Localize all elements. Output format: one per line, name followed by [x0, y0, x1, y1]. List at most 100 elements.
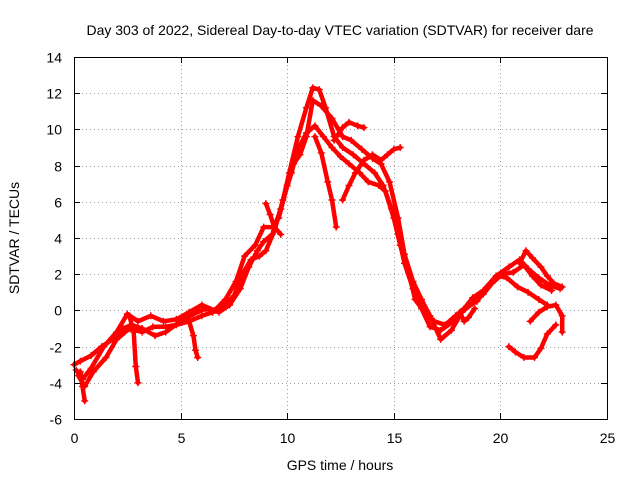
data-point-marker [369, 151, 376, 159]
series-fragment-10 [516, 247, 566, 291]
data-point-marker [430, 317, 438, 325]
data-point-marker [337, 153, 344, 161]
data-point-marker [550, 279, 558, 287]
series-fragment-2 [311, 133, 340, 231]
data-point-marker [381, 187, 389, 195]
data-point-marker [130, 328, 138, 336]
series-fragment-5 [125, 312, 142, 387]
series-line [73, 98, 554, 382]
data-point-marker [256, 252, 263, 260]
series-fragment-8 [505, 321, 560, 361]
data-point-marker [535, 296, 543, 303]
y-tick-label: -6 [50, 412, 63, 428]
y-tick-label: 10 [46, 122, 62, 138]
data-point-marker [558, 328, 566, 336]
data-point-marker [543, 330, 551, 338]
data-point-marker [543, 272, 551, 280]
series-line [76, 123, 550, 389]
y-tick-label: 8 [54, 159, 62, 175]
data-point-marker [494, 272, 502, 280]
data-point-marker [447, 326, 455, 334]
data-point-marker [524, 288, 532, 296]
data-point-marker [386, 178, 393, 186]
data-point-marker [194, 354, 202, 361]
y-tick-label: -2 [50, 340, 63, 356]
data-point-marker [339, 196, 347, 204]
data-point-marker [302, 129, 310, 137]
data-point-marker [464, 314, 472, 322]
data-point-marker [332, 223, 340, 231]
data-point-marker [279, 196, 287, 204]
y-tick-label: 0 [54, 303, 62, 319]
data-point-marker [241, 252, 249, 260]
data-point-marker [371, 169, 379, 177]
data-point-marker [345, 182, 353, 189]
x-tick-label: 25 [600, 430, 616, 446]
data-point-marker [198, 301, 206, 309]
data-point-marker [151, 332, 159, 340]
data-point-marker [288, 169, 295, 177]
grid-lines [74, 57, 607, 419]
data-point-marker [349, 151, 357, 159]
data-point-marker [558, 312, 566, 320]
data-point-marker [390, 145, 398, 153]
data-point-marker [437, 335, 445, 343]
data-point-marker [516, 259, 524, 267]
y-tick-label: 4 [54, 231, 62, 247]
data-point-marker [452, 312, 460, 320]
series-line [127, 313, 141, 386]
y-axis-label: SDTVAR / TECUs [6, 182, 22, 294]
data-point-marker [537, 263, 545, 271]
data-point-marker [456, 308, 464, 316]
data-point-marker [535, 308, 543, 316]
data-point-marker [198, 312, 206, 320]
data-point-marker [390, 214, 398, 222]
data-point-marker [339, 133, 347, 141]
data-point-marker [360, 156, 368, 164]
data-point-marker [511, 348, 519, 356]
data-point-marker [360, 124, 368, 132]
data-point-marker [354, 122, 362, 130]
data-point-marker [441, 321, 449, 329]
data-point-marker [315, 86, 323, 94]
data-point-marker [185, 317, 193, 325]
data-point-marker [460, 317, 468, 325]
data-point-marker [537, 281, 545, 289]
data-point-marker [134, 379, 142, 387]
data-point-marker [317, 149, 325, 157]
series-fragment-1 [262, 200, 285, 238]
data-point-marker [100, 343, 108, 351]
data-point-marker [505, 263, 513, 271]
data-point-marker [345, 160, 353, 168]
data-point-marker [328, 115, 336, 122]
data-point-marker [520, 354, 528, 361]
data-point-marker [520, 261, 528, 269]
data-point-marker [260, 238, 268, 246]
data-point-marker [113, 335, 121, 343]
data-point-marker [134, 317, 142, 325]
data-point-marker [383, 151, 391, 159]
data-point-marker [149, 323, 157, 331]
data-point-marker [558, 283, 566, 291]
x-axis-label: GPS time / hours [287, 457, 394, 473]
data-point-marker [319, 133, 327, 141]
data-point-marker [311, 122, 319, 130]
series-fragment-3 [339, 144, 404, 204]
y-tick-label: 6 [54, 195, 62, 211]
data-point-marker [302, 104, 310, 112]
data-point-marker [309, 84, 317, 92]
series-line [457, 306, 478, 324]
data-point-marker [339, 124, 347, 132]
data-point-marker [377, 156, 385, 164]
data-point-marker [219, 303, 227, 311]
data-point-marker [317, 102, 325, 110]
data-point-marker [347, 136, 355, 144]
data-point-marker [328, 144, 336, 151]
data-point-marker [162, 323, 170, 331]
data-point-marker [189, 332, 197, 340]
data-point-marker [364, 178, 372, 186]
data-point-marker [509, 268, 517, 276]
data-point-marker [528, 272, 536, 280]
data-point-marker [426, 323, 434, 331]
chart-title: Day 303 of 2022, Sidereal Day-to-day VTE… [86, 22, 593, 38]
